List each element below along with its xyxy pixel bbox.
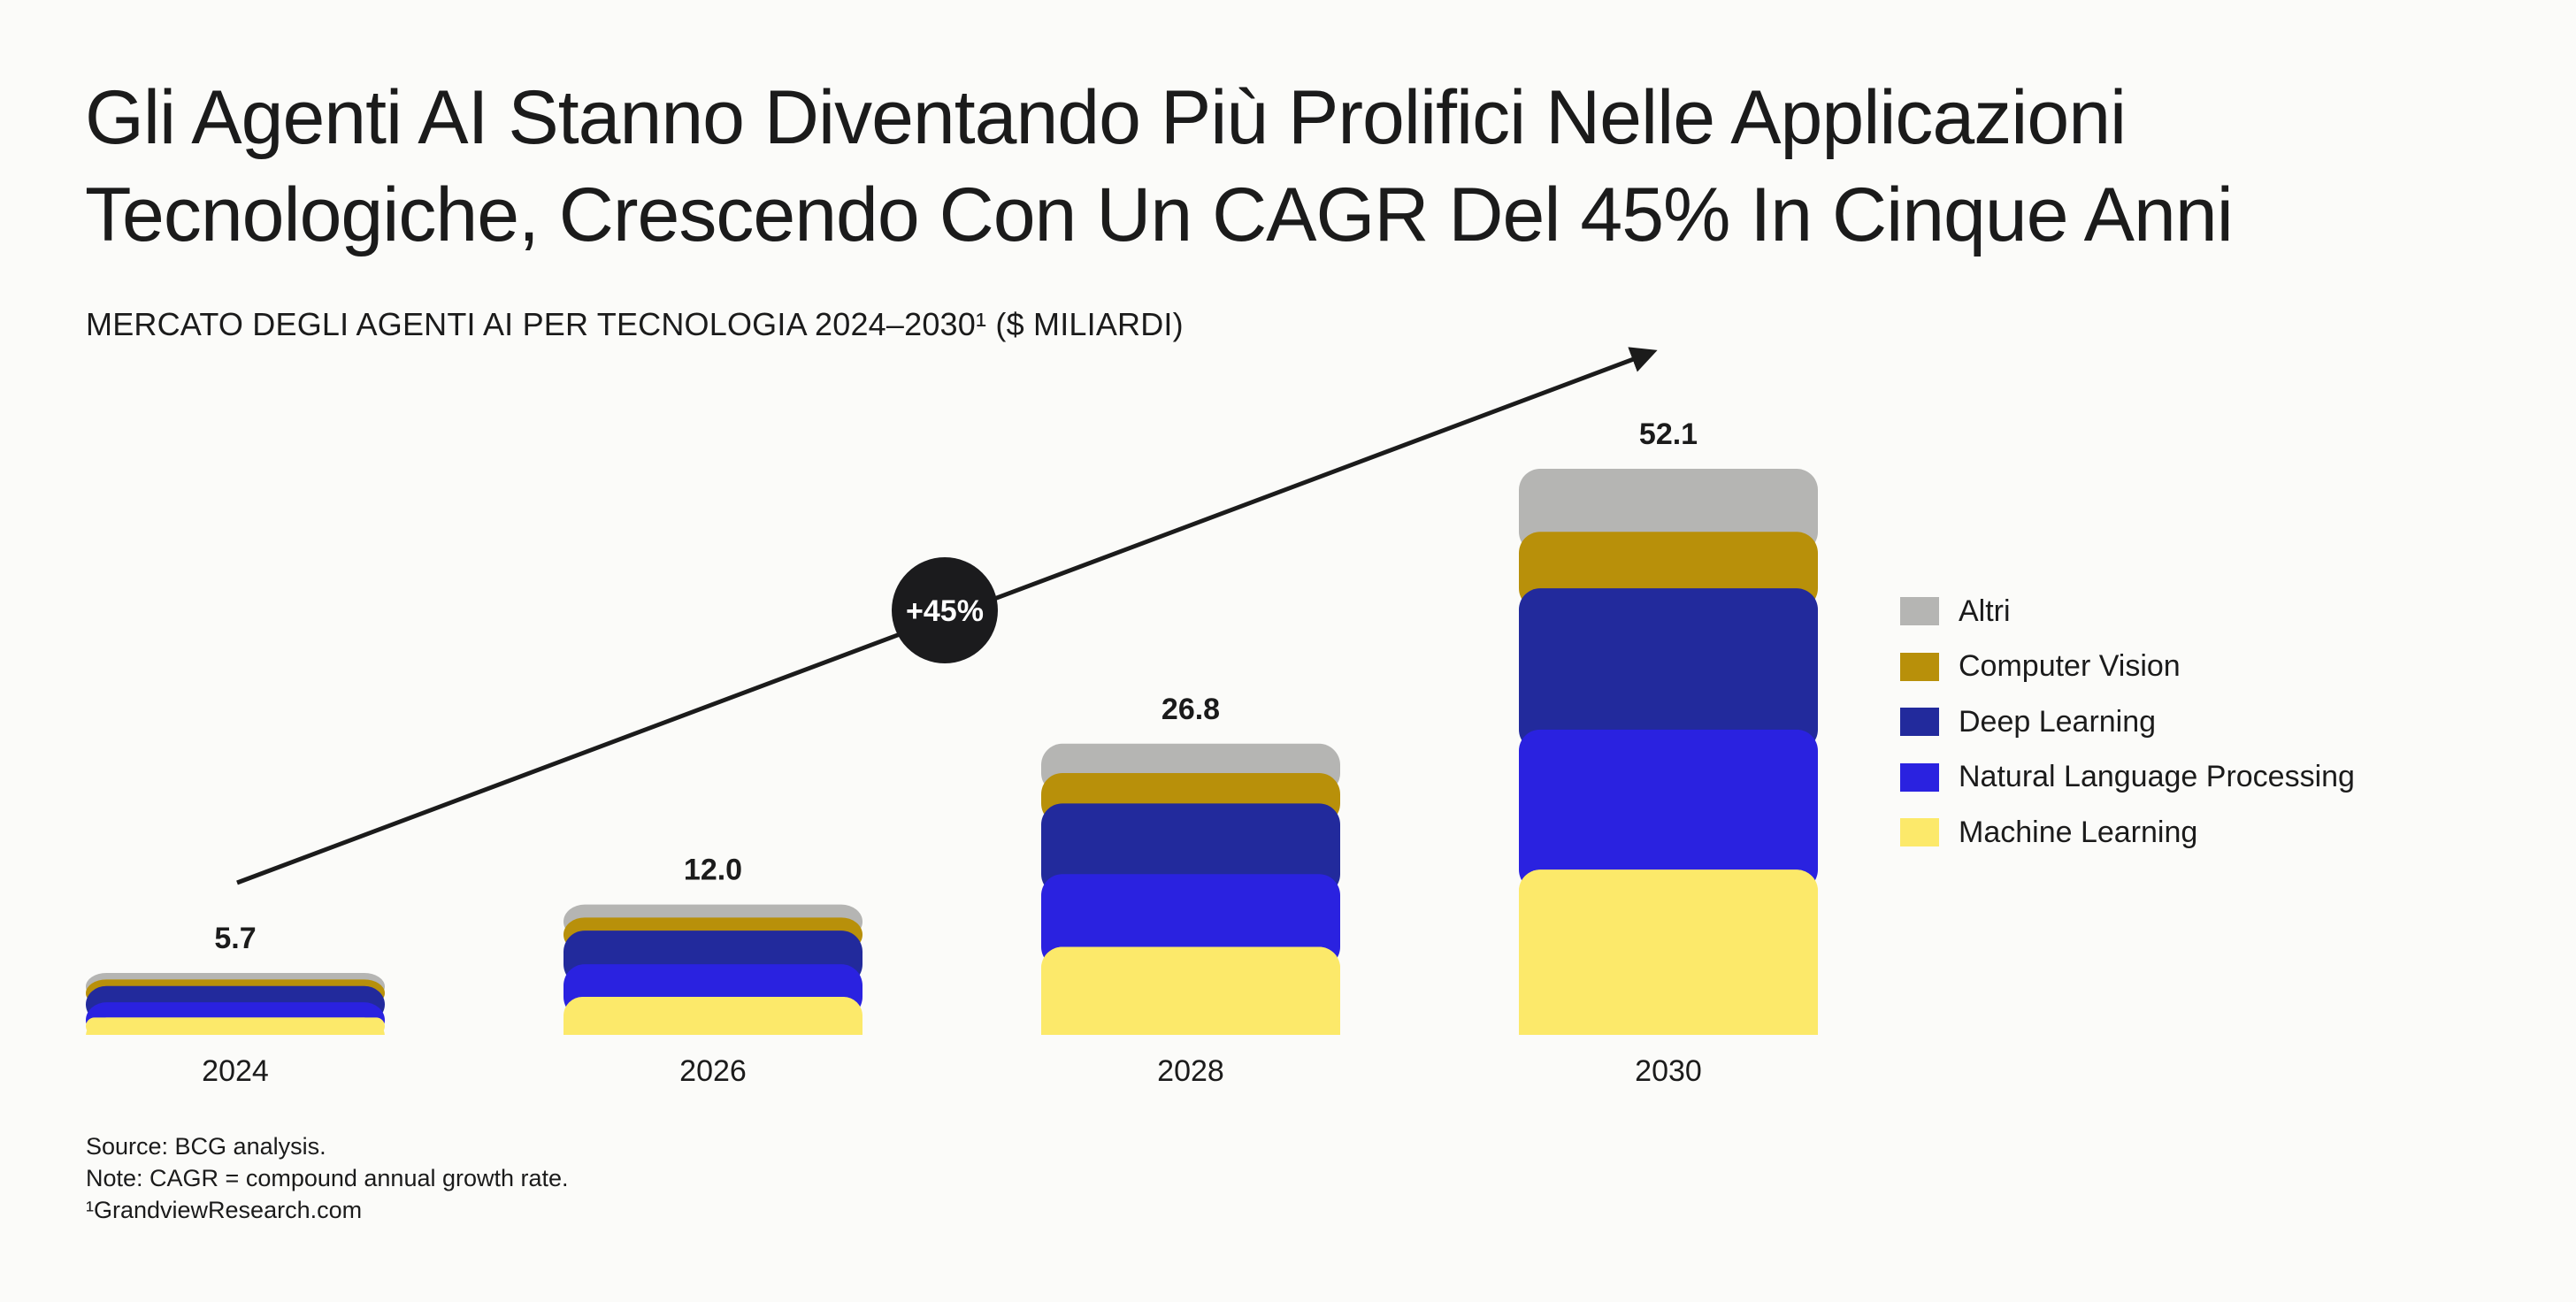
bar-base-2024 (86, 1017, 385, 1035)
legend-swatch-machine-learning (1900, 818, 1939, 847)
legend-label-machine-learning: Machine Learning (1959, 815, 2198, 849)
bar-2028-natural-language-processing (1041, 874, 1340, 969)
year-label-2030: 2030 (1635, 1054, 1702, 1088)
chart-title: Gli Agenti AI Stanno Diventando Più Prol… (85, 75, 2234, 257)
year-label-2024: 2024 (202, 1054, 269, 1088)
legend-item-deep-learning: Deep Learning (1900, 694, 2355, 750)
cagr-badge: +45% (892, 557, 998, 663)
legend-swatch-computer-vision (1900, 652, 1939, 681)
legend: Altri Computer Vision Deep Learning Natural… (1900, 584, 2355, 861)
legend-item-natural-language-processing: Natural Language Processing (1900, 750, 2355, 806)
bar-base-2026 (564, 997, 862, 1035)
total-label-2024: 5.7 (214, 922, 256, 955)
total-label-2030: 52.1 (1639, 417, 1698, 451)
cagr-label: +45% (906, 594, 984, 628)
legend-label-natural-language-processing: Natural Language Processing (1959, 760, 2355, 794)
legend-swatch-altri (1900, 597, 1939, 626)
year-label-2026: 2026 (679, 1054, 747, 1088)
bar-2030-natural-language-processing (1519, 729, 1818, 892)
legend-item-machine-learning: Machine Learning (1900, 805, 2355, 861)
legend-item-altri: Altri (1900, 584, 2355, 640)
legend-item-computer-vision: Computer Vision (1900, 640, 2355, 695)
legend-label-deep-learning: Deep Learning (1959, 704, 2157, 739)
bar-base-2028 (1041, 946, 1340, 1035)
year-label-2028: 2028 (1157, 1054, 1224, 1088)
source-note: Source: BCG analysis. (86, 1133, 326, 1160)
legend-swatch-natural-language-processing (1900, 762, 1939, 792)
total-label-2028: 26.8 (1162, 693, 1220, 726)
bar-2030-deep-learning (1519, 588, 1818, 751)
bar-base-2030 (1519, 869, 1818, 1035)
legend-swatch-deep-learning (1900, 708, 1939, 737)
source-notes: Source: BCG analysis. Note: CAGR = compo… (86, 1130, 569, 1226)
legend-label-altri: Altri (1959, 594, 2011, 628)
baseline-mask (0, 1035, 1858, 1061)
bar-2028-deep-learning (1041, 803, 1340, 896)
chart-subtitle: MERCATO DEGLI AGENTI AI PER TECNOLOGIA 2… (86, 306, 1184, 342)
total-label-2026: 12.0 (684, 854, 742, 887)
cagr-note: Note: CAGR = compound annual growth rate… (86, 1165, 569, 1191)
legend-label-computer-vision: Computer Vision (1959, 649, 2181, 684)
footnote: ¹GrandviewResearch.com (86, 1197, 363, 1223)
